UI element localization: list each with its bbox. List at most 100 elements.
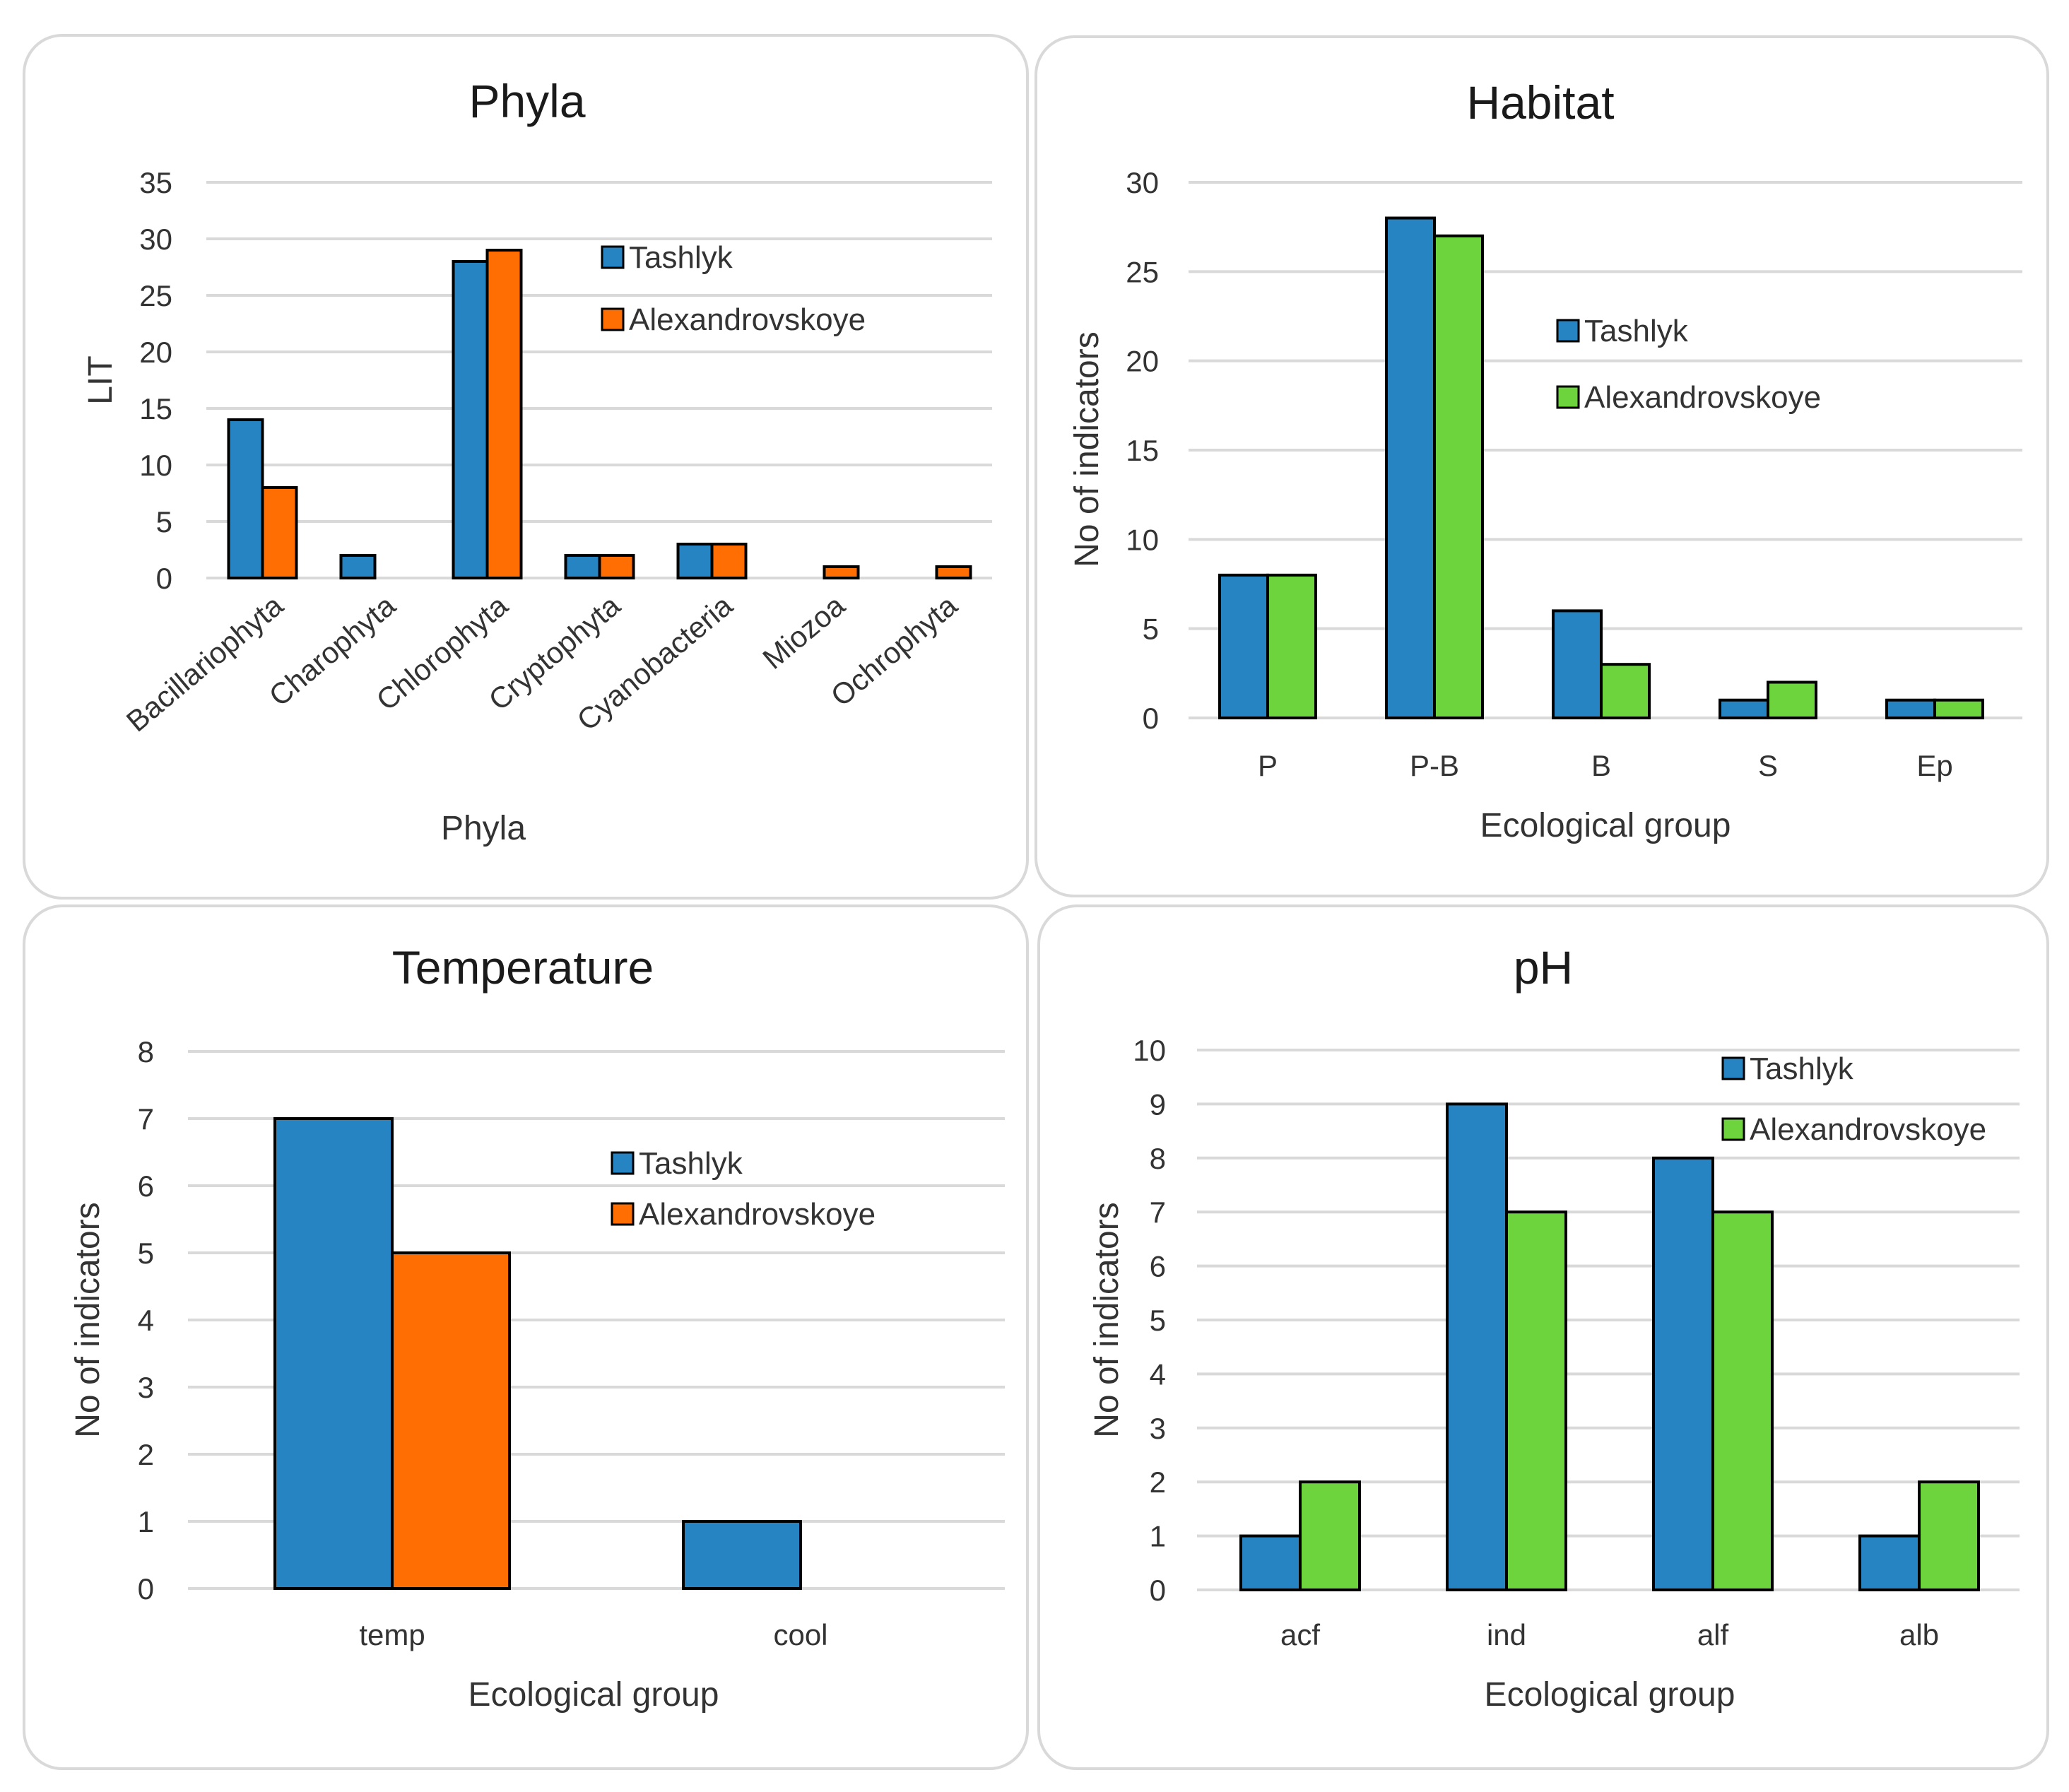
temp-bar-alexandrovskoye-temp — [391, 1251, 511, 1590]
temp-bar-tashlyk-cool — [682, 1520, 802, 1590]
temp-y-tick-label: 6 — [138, 1169, 154, 1203]
ph-bar-alexandrovskoye-alb — [1918, 1480, 1980, 1591]
phyla-chart-panel — [23, 34, 1029, 900]
temp-legend-swatch-alexandrovskoye — [611, 1202, 635, 1226]
temp-y-tick-label: 8 — [138, 1035, 154, 1068]
ph-y-tick-label: 9 — [1150, 1087, 1166, 1121]
phyla-y-tick-label: 5 — [156, 505, 172, 538]
phyla-legend-label-tashlyk: Tashlyk — [629, 240, 733, 275]
phyla-bar-alexandrovskoye-ochrophyta — [935, 565, 972, 579]
habitat-legend-label-alexandrovskoye: Alexandrovskoye — [1584, 380, 1821, 415]
ph-chart-title: pH — [1514, 941, 1573, 994]
habitat-x-tick-label: Ep — [1916, 749, 1952, 782]
temp-x-axis-title: Ecological group — [468, 1676, 719, 1714]
habitat-y-tick-label: 20 — [1126, 345, 1159, 378]
temp-chart: Temperature 0 1 2 3 4 5 6 7 8 temp cool Ecological g… — [69, 941, 1005, 1714]
ph-bar-alexandrovskoye-ind — [1505, 1210, 1567, 1591]
temp-y-tick-label: 3 — [138, 1371, 154, 1404]
temp-y-tick-label: 0 — [138, 1572, 154, 1605]
ph-legend-label-tashlyk: Tashlyk — [1750, 1051, 1854, 1086]
habitat-chart-title: Habitat — [1466, 76, 1614, 129]
habitat-bar-alexandrovskoye-p-b — [1433, 234, 1484, 719]
phyla-bar-alexandrovskoye-cryptophyta — [598, 554, 635, 579]
habitat-bar-alexandrovskoye-s — [1767, 680, 1817, 720]
phyla-legend-swatch-alexandrovskoye — [601, 307, 625, 331]
habitat-bar-tashlyk-p-b — [1385, 216, 1436, 719]
habitat-y-tick-label: 5 — [1143, 613, 1159, 646]
habitat-y-tick-label: 30 — [1126, 166, 1159, 199]
ph-y-tick-label: 8 — [1150, 1142, 1166, 1175]
phyla-y-tick-label: 15 — [139, 392, 172, 425]
ph-x-tick-label: alf — [1697, 1618, 1729, 1651]
habitat-bar-alexandrovskoye-b — [1600, 663, 1651, 720]
habitat-y-tick-label: 25 — [1126, 255, 1159, 288]
ph-y-tick-label: 4 — [1150, 1357, 1166, 1391]
ph-y-tick-label: 0 — [1150, 1574, 1166, 1607]
habitat-chart-panel — [1034, 35, 2049, 897]
ph-y-tick-label: 10 — [1133, 1034, 1166, 1067]
temp-y-axis-title: No of indicators — [69, 1202, 107, 1438]
habitat-chart: Habitat 0 5 10 15 20 25 30 P P-B B S Ep Ecological gr… — [1068, 76, 2022, 844]
ph-bar-alexandrovskoye-alf — [1711, 1210, 1774, 1591]
habitat-bar-tashlyk-b — [1552, 609, 1603, 720]
phyla-bar-tashlyk-charophyta — [339, 554, 377, 579]
temperature-chart-panel — [23, 904, 1029, 1770]
temp-y-tick-label: 1 — [138, 1505, 154, 1538]
phyla-bar-alexandrovskoye-miozoa — [823, 565, 860, 579]
temp-legend-label-alexandrovskoye: Alexandrovskoye — [639, 1197, 876, 1232]
phyla-y-tick-label: 35 — [139, 166, 172, 199]
habitat-legend-swatch-alexandrovskoye — [1556, 385, 1580, 409]
ph-y-tick-label: 3 — [1150, 1412, 1166, 1445]
temp-legend-swatch-tashlyk — [611, 1151, 635, 1175]
temp-bar-tashlyk-temp — [273, 1117, 394, 1590]
phyla-bar-tashlyk-cryptophyta — [564, 554, 601, 579]
temp-x-tick-label: cool — [773, 1618, 827, 1651]
temp-legend-label-tashlyk: Tashlyk — [639, 1146, 743, 1181]
phyla-y-tick-label: 0 — [156, 562, 172, 595]
phyla-y-tick-label: 20 — [139, 336, 172, 369]
habitat-x-tick-label: S — [1758, 749, 1778, 782]
ph-y-axis-title: No of indicators — [1088, 1202, 1126, 1438]
phyla-bar-alexandrovskoye-bacillariophyta — [261, 486, 298, 579]
ph-bar-alexandrovskoye-acf — [1299, 1480, 1361, 1591]
ph-legend-label-alexandrovskoye: Alexandrovskoye — [1750, 1112, 1986, 1147]
temp-x-tick-label: temp — [359, 1618, 425, 1651]
ph-bar-tashlyk-alf — [1652, 1156, 1714, 1592]
phyla-x-axis-title: Phyla — [441, 810, 526, 847]
phyla-x-tick-label: Miozoa — [756, 588, 851, 675]
temp-y-tick-label: 4 — [138, 1304, 154, 1337]
phyla-legend-swatch-tashlyk — [601, 245, 625, 269]
ph-bar-tashlyk-alb — [1858, 1534, 1921, 1592]
habitat-y-tick-label: 15 — [1126, 434, 1159, 467]
ph-x-axis-title: Ecological group — [1485, 1676, 1735, 1714]
habitat-x-axis-title: Ecological group — [1480, 807, 1731, 844]
ph-x-tick-label: ind — [1487, 1618, 1526, 1651]
temp-chart-title: Temperature — [392, 941, 654, 994]
ph-x-tick-label: acf — [1280, 1618, 1320, 1651]
habitat-bar-alexandrovskoye-ep — [1933, 698, 1984, 720]
ph-y-tick-label: 7 — [1150, 1196, 1166, 1229]
phyla-bar-tashlyk-bacillariophyta — [227, 418, 264, 579]
habitat-legend-swatch-tashlyk — [1556, 319, 1580, 343]
ph-legend-swatch-tashlyk — [1721, 1056, 1745, 1080]
habitat-legend-label-tashlyk: Tashlyk — [1584, 314, 1689, 348]
habitat-x-tick-label: P-B — [1410, 749, 1459, 782]
phyla-chart: Phyla05101520253035BacillariophytaCharop… — [82, 75, 992, 847]
habitat-x-tick-label: P — [1258, 749, 1278, 782]
ph-legend-swatch-alexandrovskoye — [1721, 1117, 1745, 1141]
habitat-bar-tashlyk-ep — [1885, 698, 1936, 720]
ph-y-tick-label: 1 — [1150, 1520, 1166, 1553]
ph-x-tick-label: alb — [1899, 1618, 1939, 1651]
ph-bar-tashlyk-ind — [1446, 1102, 1508, 1591]
phyla-y-tick-label: 30 — [139, 223, 172, 256]
habitat-bar-tashlyk-p — [1218, 573, 1269, 719]
habitat-y-tick-label: 0 — [1143, 702, 1159, 735]
phyla-bar-alexandrovskoye-chlorophyta — [485, 249, 523, 579]
ph-y-tick-label: 2 — [1150, 1466, 1166, 1499]
phyla-bar-tashlyk-chlorophyta — [452, 260, 489, 579]
phyla-x-tick-label: Ochrophyta — [825, 588, 964, 712]
phyla-y-tick-label: 25 — [139, 279, 172, 312]
temp-y-tick-label: 5 — [138, 1237, 154, 1270]
phyla-bar-alexandrovskoye-cyanobacteria — [710, 543, 748, 579]
